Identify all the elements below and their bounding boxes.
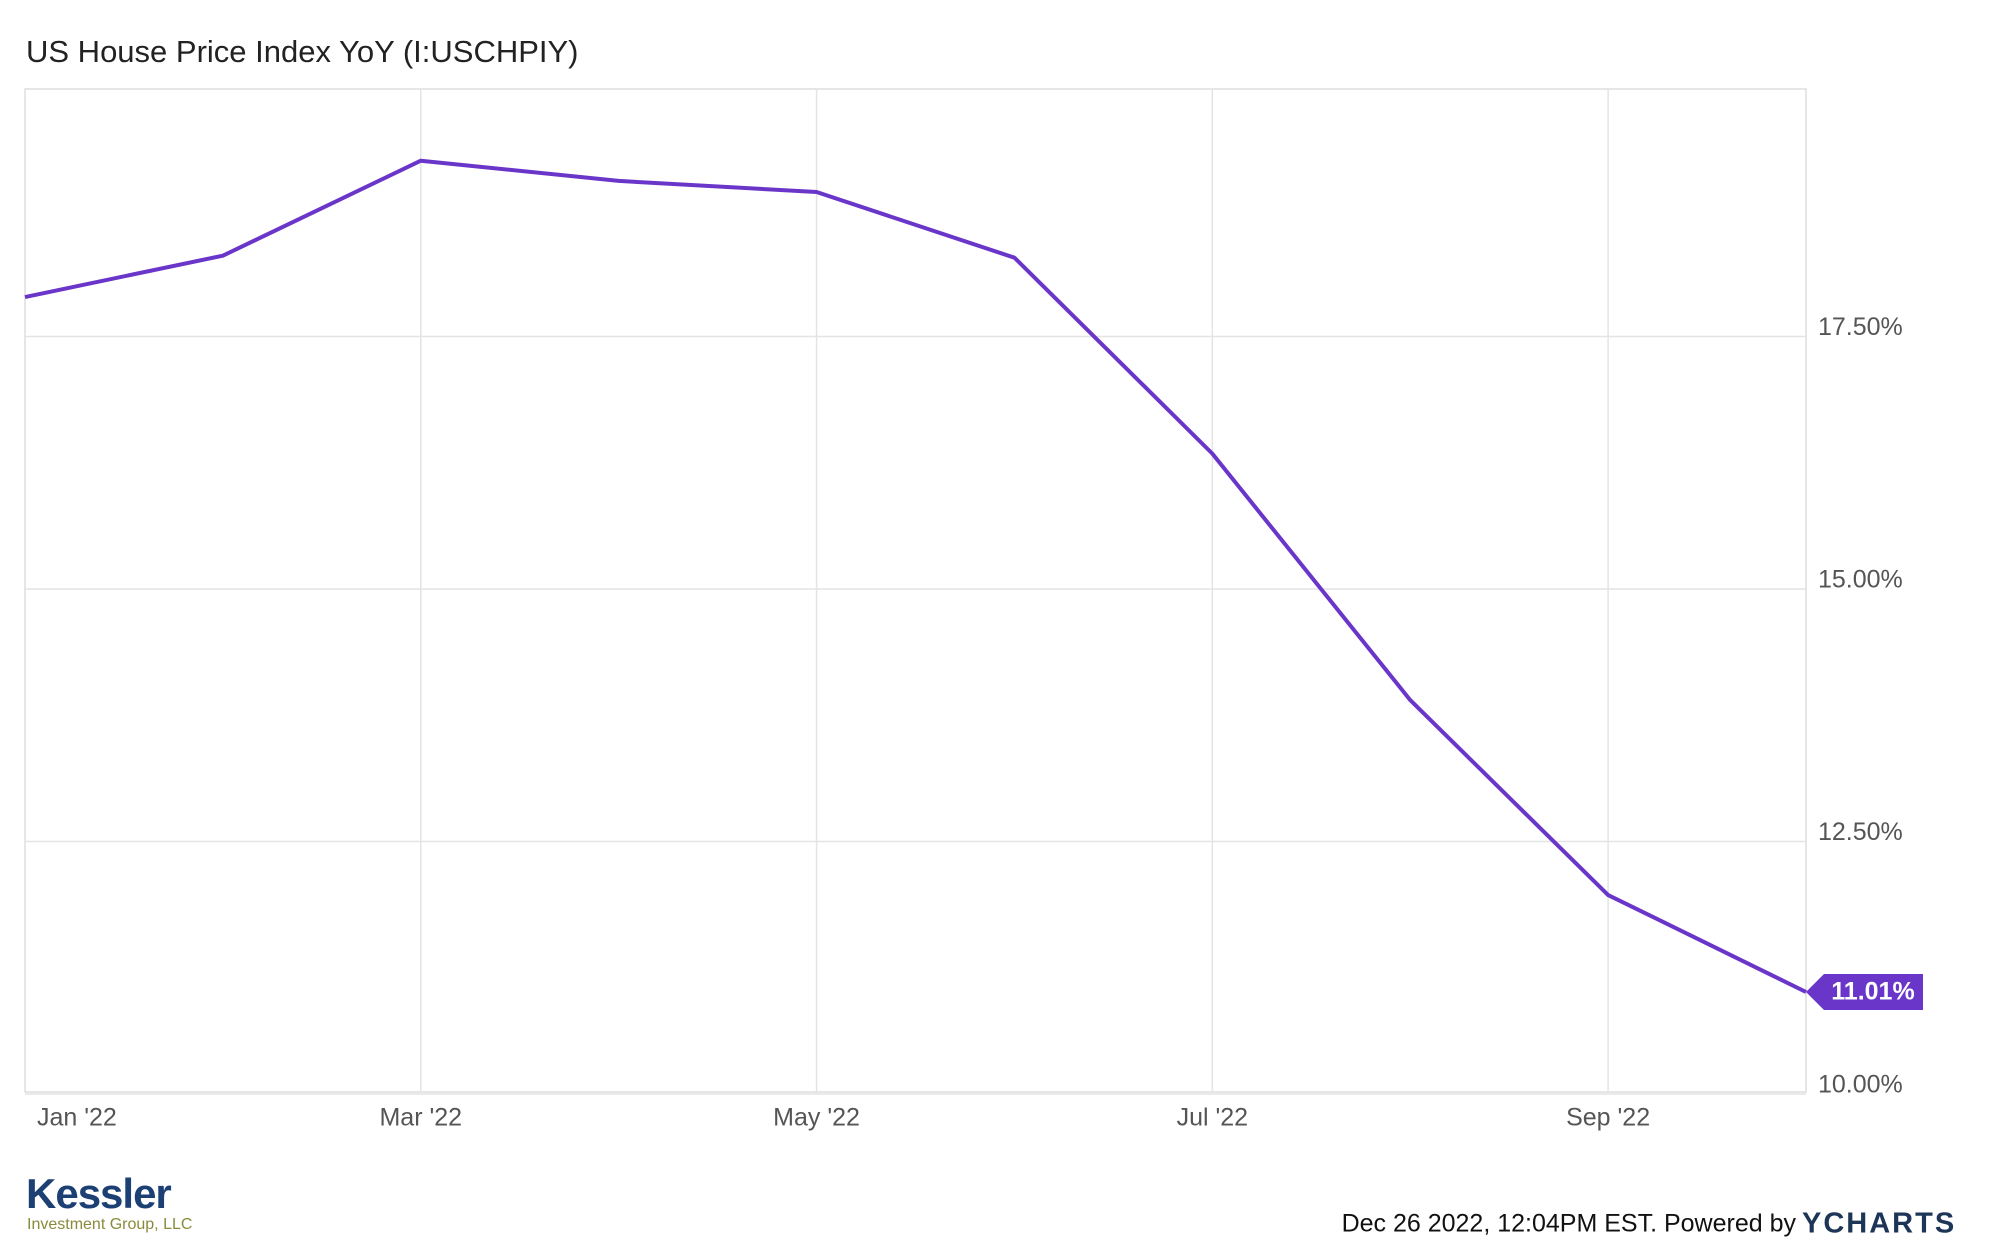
value-flag: [1806, 973, 1923, 1010]
timestamp: Dec 26 2022, 12:04PM EST. Powered by: [1342, 1210, 1797, 1238]
data-line: [24, 158, 1807, 994]
value-label: 11.01%: [1831, 978, 1914, 1006]
brand-sub: Investment Group, LLC: [27, 1216, 192, 1233]
x-tick-label: Jan '22: [37, 1104, 117, 1132]
brand: Kessler: [26, 1170, 171, 1217]
y-tick-label: 17.50%: [1818, 313, 1903, 341]
x-tick-label: Sep '22: [1566, 1104, 1650, 1132]
x-tick-label: Mar '22: [379, 1104, 462, 1132]
x-tick-label: Jul '22: [1177, 1104, 1248, 1132]
x-tick-label: May '22: [773, 1104, 860, 1132]
y-tick-label: 12.50%: [1818, 818, 1903, 846]
plot-frame: [24, 88, 1807, 1093]
chart-title: US House Price Index YoY (I:USCHPIY): [26, 34, 579, 69]
source-logo: YCHARTS: [1802, 1208, 1956, 1240]
y-tick-label: 10.00%: [1818, 1071, 1903, 1099]
y-tick-label: 15.00%: [1818, 566, 1903, 594]
